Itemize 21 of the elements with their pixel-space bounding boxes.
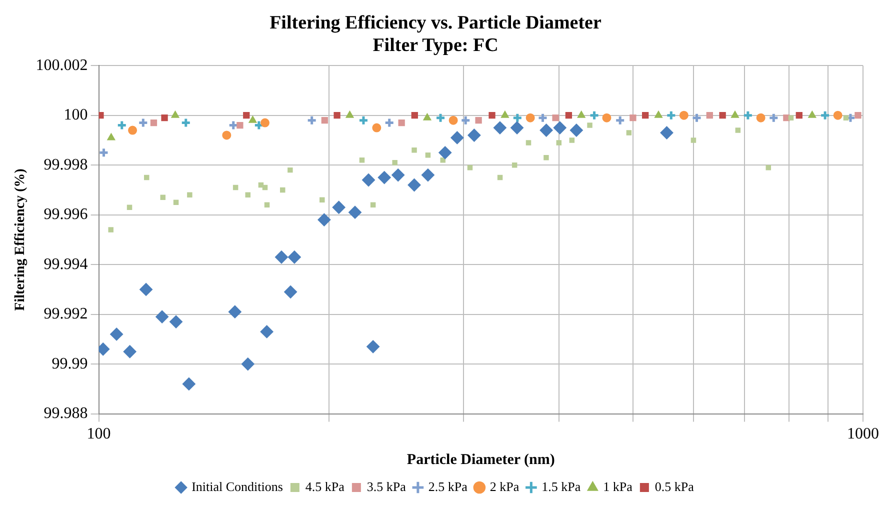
legend-label: 2.5 kPa (428, 478, 468, 494)
legend-label: 1.5 kPa (542, 478, 581, 494)
y-tick-label: 100 (64, 106, 88, 124)
legend-label: 0.5 kPa (654, 478, 694, 494)
y-tick-label: 99.994 (44, 256, 88, 273)
chart-subtitle: Filter Type: FC (372, 35, 498, 56)
y-tick-label: 99.992 (44, 306, 88, 323)
legend-label: 3.5 kPa (366, 478, 406, 494)
x-tick-label: 1000 (847, 426, 879, 443)
x-axis-title: Particle Diameter (nm) (406, 452, 555, 468)
y-tick-label: 99.99 (52, 355, 88, 372)
legend-label: Initial Conditions (192, 478, 283, 494)
y-axis-title: Filtering Efficiency (%) (13, 168, 28, 311)
y-tick-label: 99.996 (44, 206, 88, 224)
chart-title: Filtering Efficiency vs. Particle Diameter (270, 12, 602, 34)
y-tick-label: 99.998 (44, 156, 88, 174)
legend-label: 4.5 kPa (305, 478, 345, 494)
legend-label: 1 kPa (603, 478, 633, 494)
y-tick-label: 100.002 (36, 56, 88, 74)
legend-label: 2 kPa (490, 478, 520, 494)
y-tick-label: 99.988 (44, 405, 88, 422)
